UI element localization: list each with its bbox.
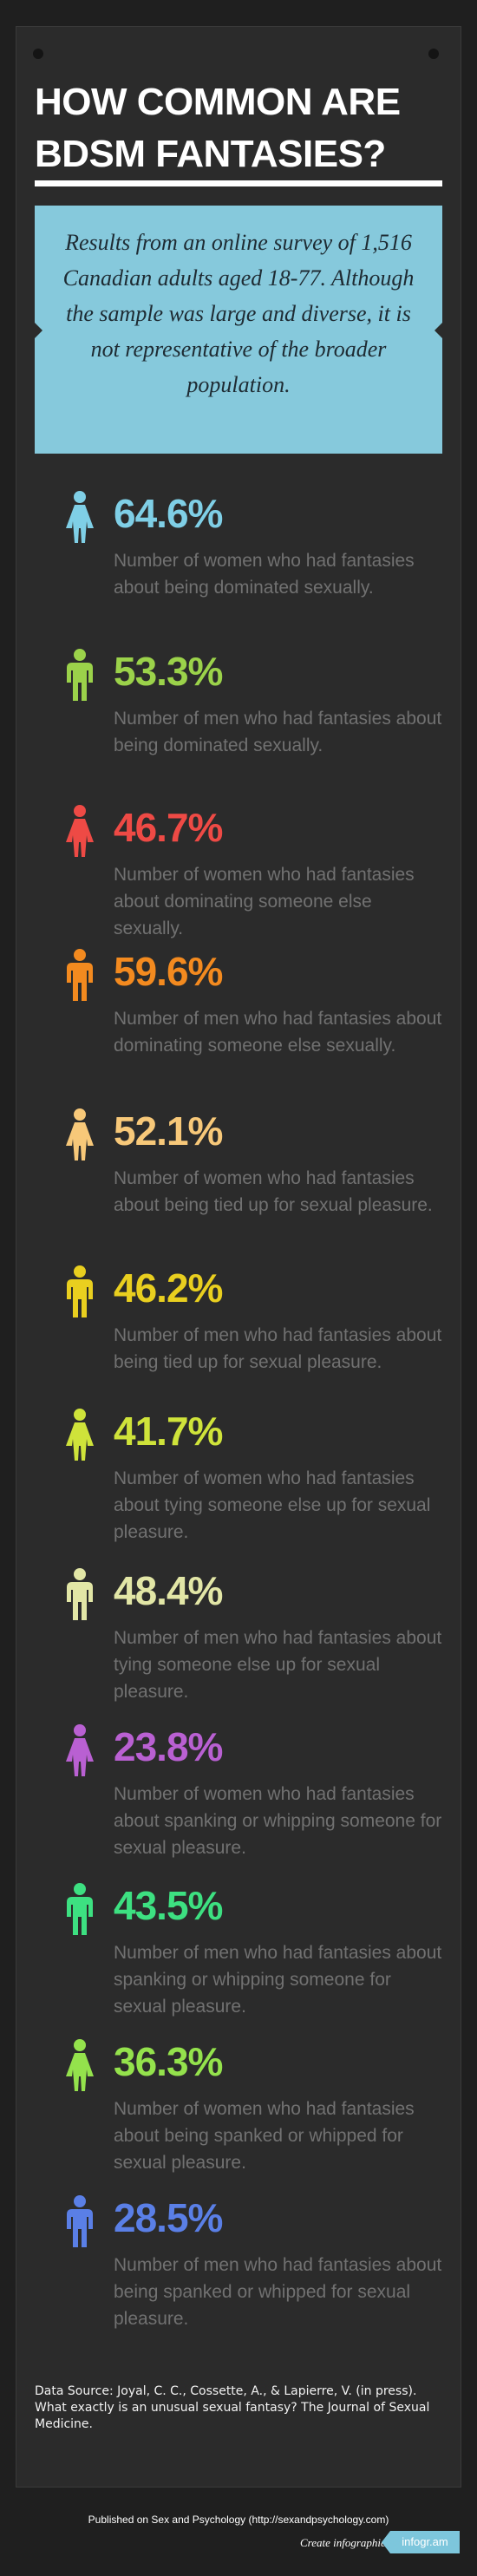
- brand-logo[interactable]: infogr.am: [390, 2531, 460, 2553]
- intro-box: Results from an online survey of 1,516 C…: [35, 206, 442, 454]
- bolt-right-icon: [428, 49, 439, 59]
- woman-icon: [65, 1408, 95, 1461]
- woman-icon: [65, 2038, 95, 2092]
- stat-percent: 41.7%: [114, 1409, 223, 1454]
- stat-percent: 64.6%: [114, 491, 223, 536]
- stat-percent: 28.5%: [114, 2195, 223, 2240]
- stat-percent: 46.2%: [114, 1265, 223, 1311]
- page-title: HOW COMMON ARE BDSM FANTASIES?: [35, 76, 442, 180]
- stat-percent: 36.3%: [114, 2039, 223, 2084]
- stat-description: Number of women who had fantasies about …: [114, 551, 415, 598]
- man-icon: [65, 1882, 95, 1936]
- stat-description: Number of women who had fantasies about …: [114, 865, 415, 938]
- stat-description: Number of men who had fantasies about be…: [114, 1325, 442, 1372]
- man-icon: [65, 1265, 95, 1318]
- stat-description: Number of men who had fantasies about do…: [114, 1009, 442, 1056]
- title-line-1: HOW COMMON ARE: [35, 81, 401, 123]
- stat-description: Number of women who had fantasies about …: [114, 1168, 433, 1215]
- data-source: Data Source: Joyal, C. C., Cossette, A.,…: [35, 2384, 430, 2431]
- published-note[interactable]: Published on Sex and Psychology (http://…: [88, 2514, 389, 2526]
- man-icon: [65, 2194, 95, 2248]
- stat-description: Number of men who had fantasies about sp…: [114, 1943, 442, 2017]
- stat-percent: 59.6%: [114, 949, 223, 994]
- stat-percent: 52.1%: [114, 1108, 223, 1154]
- create-infographics-link[interactable]: Create infographics: [300, 2536, 390, 2549]
- bolt-left-icon: [33, 49, 43, 59]
- stat-percent: 43.5%: [114, 1883, 223, 1928]
- stat-percent: 23.8%: [114, 1724, 223, 1769]
- brand-tail: [382, 2531, 390, 2553]
- stat-description: Number of men who had fantasies about ty…: [114, 1628, 442, 1702]
- man-icon: [65, 948, 95, 1002]
- woman-icon: [65, 490, 95, 544]
- title-divider: [35, 180, 442, 186]
- stat-percent: 46.7%: [114, 805, 223, 850]
- intro-notch-right: [435, 323, 442, 338]
- title-line-2: BDSM FANTASIES?: [35, 133, 386, 175]
- stat-percent: 48.4%: [114, 1568, 223, 1613]
- intro-notch-left: [35, 323, 42, 338]
- woman-icon: [65, 1108, 95, 1161]
- stat-description: Number of men who had fantasies about be…: [114, 709, 442, 755]
- stat-description: Number of men who had fantasies about be…: [114, 2255, 442, 2329]
- woman-icon: [65, 1723, 95, 1777]
- stat-percent: 53.3%: [114, 649, 223, 694]
- stat-description: Number of women who had fantasies about …: [114, 2099, 415, 2173]
- man-icon: [65, 1567, 95, 1621]
- stat-description: Number of women who had fantasies about …: [114, 1784, 442, 1858]
- stat-description: Number of women who had fantasies about …: [114, 1468, 431, 1542]
- woman-icon: [65, 804, 95, 858]
- man-icon: [65, 648, 95, 702]
